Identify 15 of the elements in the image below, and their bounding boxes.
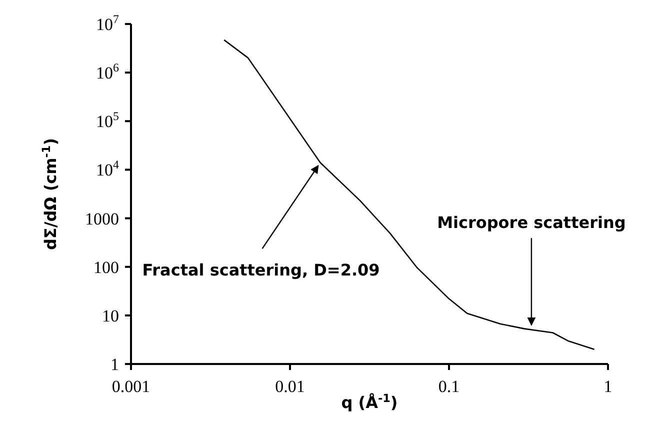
y-tick-label: 1 [110,355,119,374]
x-tick-label: 0.001 [112,377,150,396]
y-tick-label: 10$^{7}$ [96,12,120,34]
x-tick-label: 1 [604,377,612,396]
x-tick-label: 0.1 [438,377,460,396]
y-tick-label: 10$^{4}$ [96,158,120,180]
y-tick-label: 10$^{5}$ [96,109,120,132]
x-tick-label: 0.01 [275,377,305,396]
y-tick-label: 1000 [85,209,119,228]
annotation: Fractal scattering, D=2.09 [142,260,380,280]
x-axis-title: q (Å$^{-1}$) [341,392,398,412]
y-tick-label: 10 [102,306,119,326]
y-tick-label: 100 [94,258,119,277]
annotation: Micropore scattering [437,213,626,232]
y-tick-label: 10$^{6}$ [96,60,120,83]
